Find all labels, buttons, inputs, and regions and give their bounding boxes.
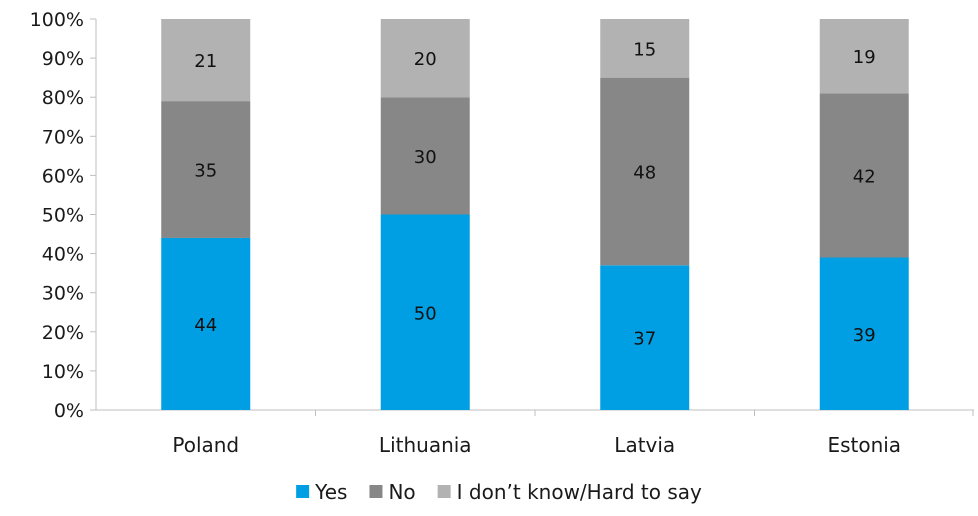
legend-item-no: No (369, 480, 416, 504)
axes: 0% 10% 20% 30% 40% 50% 60% 70% 80% 90% 100% Poland L… (30, 9, 974, 457)
legend-item-yes: Yes (296, 480, 347, 504)
bar-segment-no-latvia (600, 77, 690, 266)
legend: Yes No I don’t know/Hard to say (296, 480, 702, 504)
data-label: 19 (853, 47, 876, 68)
y-tick-label: 30% (42, 283, 84, 305)
y-tick-label: 10% (42, 361, 84, 383)
data-label: 50 (414, 303, 437, 324)
data-label: 21 (194, 51, 217, 72)
data-label: 37 (633, 329, 656, 350)
x-category-label: Latvia (614, 433, 675, 457)
bar-segment-no-estonia (819, 93, 909, 258)
y-tick-label: 40% (42, 244, 84, 266)
legend-swatch (437, 485, 451, 498)
y-tick-label: 80% (42, 87, 84, 109)
bar-segment-i-don-t-know-hard-to-say-lithuania (380, 19, 470, 98)
bar-segment-no-lithuania (380, 97, 470, 215)
y-tick-label: 100% (30, 9, 84, 31)
data-label: 39 (853, 325, 876, 346)
bar-segment-i-don-t-know-hard-to-say-estonia (819, 19, 909, 94)
bar-segment-yes-poland (161, 237, 251, 410)
data-label: 20 (414, 49, 437, 70)
y-tick-label: 50% (42, 205, 84, 227)
data-label: 44 (194, 315, 217, 336)
bar-segment-i-don-t-know-hard-to-say-poland (161, 19, 251, 102)
bar-segment-no-poland (161, 101, 251, 238)
y-tick-label: 0% (54, 400, 84, 422)
data-label: 42 (853, 166, 876, 187)
legend-item-i-don-t-know-hard-to-say: I don’t know/Hard to say (437, 480, 702, 504)
legend-swatch (296, 485, 310, 498)
data-labels: 44 35 21 50 30 20 37 48 15 39 42 19 (194, 39, 875, 349)
y-tick-label: 60% (42, 165, 84, 187)
data-label: 30 (414, 147, 437, 168)
bars (161, 19, 909, 410)
data-label: 48 (633, 162, 656, 183)
legend-label: I don’t know/Hard to say (457, 480, 702, 504)
bar-segment-i-don-t-know-hard-to-say-latvia (600, 19, 690, 78)
data-label: 35 (194, 161, 217, 182)
legend-label: Yes (314, 480, 347, 504)
x-category-label: Estonia (827, 433, 901, 457)
y-tick-label: 20% (42, 322, 84, 344)
y-tick-label: 70% (42, 126, 84, 148)
legend-label: No (388, 480, 415, 504)
bar-segment-yes-latvia (600, 265, 690, 410)
x-category-label: Lithuania (379, 433, 472, 457)
x-category-label: Poland (172, 433, 239, 457)
legend-swatch (369, 485, 383, 498)
y-tick-label: 90% (42, 48, 84, 70)
bar-segment-yes-lithuania (380, 214, 470, 410)
bar-segment-yes-estonia (819, 257, 909, 410)
data-label: 15 (633, 39, 656, 60)
